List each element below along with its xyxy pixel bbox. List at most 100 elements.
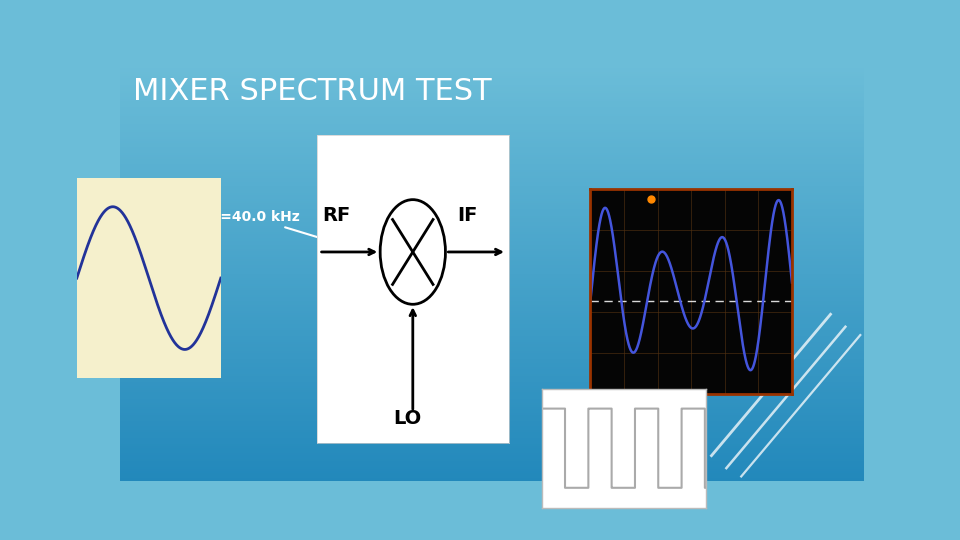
Bar [120,478,864,481]
Bar [120,148,864,150]
Bar [120,98,864,100]
Bar [120,300,864,302]
Bar [120,123,864,125]
Text: LO = 34.5 kHz: LO = 34.5 kHz [370,404,479,436]
Text: RF: RF [323,206,350,225]
Bar [120,362,864,364]
Bar [120,265,864,266]
Bar [120,360,864,362]
Bar [120,346,864,348]
Bar [120,258,864,260]
Bar [120,225,864,227]
Bar [120,102,864,104]
Bar [120,185,864,187]
Bar [120,233,864,235]
Bar [120,229,864,231]
Bar [120,106,864,109]
Bar [120,200,864,202]
Bar [120,422,864,424]
Bar [120,96,864,98]
Bar [120,468,864,470]
Bar [120,279,864,281]
Bar [120,402,864,404]
Bar [120,181,864,183]
Bar [120,158,864,160]
Bar [120,379,864,381]
Bar [120,67,864,69]
Bar [120,408,864,410]
Bar [120,85,864,87]
Bar [120,160,864,163]
Bar [120,256,864,258]
Bar [120,349,864,352]
Bar [120,454,864,456]
Text: RF=40.0 kHz: RF=40.0 kHz [201,210,368,254]
Bar [120,235,864,238]
Bar [120,250,864,252]
Bar [120,464,864,466]
Bar [120,331,864,333]
Bar [120,341,864,343]
Bar [120,206,864,208]
Bar [120,325,864,327]
Bar [120,238,864,239]
Bar [120,82,864,84]
Bar [120,154,864,156]
Bar [120,306,864,308]
Bar [120,175,864,177]
Bar [120,190,864,192]
Bar [120,321,864,322]
Bar [120,177,864,179]
Bar [120,322,864,325]
Bar [120,246,864,248]
Bar [120,466,864,468]
Bar [120,202,864,204]
Bar [120,283,864,285]
Bar [120,295,864,298]
Bar [120,470,864,472]
Bar [120,119,864,121]
Bar [120,146,864,148]
Bar [120,393,864,395]
Bar [120,150,864,152]
Bar [120,289,864,292]
Bar [120,204,864,206]
Bar [120,333,864,335]
Bar [120,410,864,412]
Bar [120,418,864,420]
Bar [120,266,864,268]
Bar [120,221,864,223]
Bar [120,214,864,217]
Bar [120,69,864,71]
Bar [120,223,864,225]
Bar [120,239,864,241]
Bar [120,400,864,402]
Bar [120,84,864,85]
Bar [120,262,864,265]
Bar [120,456,864,458]
Bar [120,140,864,141]
Bar [120,356,864,358]
Bar [120,179,864,181]
Bar [120,198,864,200]
Bar [120,427,864,429]
Bar [120,431,864,433]
Bar [120,117,864,119]
Bar [120,285,864,287]
Bar [120,414,864,416]
Bar [120,366,864,368]
Bar [120,352,864,354]
Bar [120,131,864,133]
Bar [120,337,864,339]
Bar [120,79,864,82]
Bar [120,458,864,460]
Bar [120,165,864,167]
Bar [120,87,864,90]
Bar [120,304,864,306]
Bar [120,171,864,173]
Bar [120,100,864,102]
Bar [120,241,864,244]
Bar [120,77,864,79]
Bar [120,474,864,476]
Bar [120,314,864,316]
